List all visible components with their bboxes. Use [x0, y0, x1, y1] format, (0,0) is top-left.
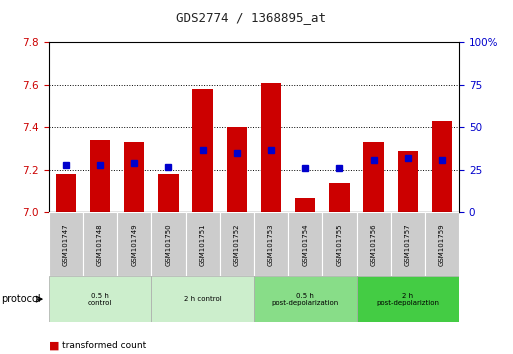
Bar — [363, 142, 384, 212]
Text: 0.5 h
control: 0.5 h control — [88, 293, 112, 306]
Bar — [49, 212, 83, 276]
Bar — [432, 121, 452, 212]
Bar — [220, 212, 254, 276]
Bar — [124, 142, 145, 212]
Text: 0.5 h
post-depolarization: 0.5 h post-depolarization — [271, 293, 339, 306]
Text: GSM101753: GSM101753 — [268, 223, 274, 266]
Bar — [295, 198, 315, 212]
Text: GSM101754: GSM101754 — [302, 223, 308, 266]
Text: GSM101747: GSM101747 — [63, 223, 69, 266]
Text: ■: ■ — [49, 340, 63, 350]
Text: GSM101748: GSM101748 — [97, 223, 103, 266]
Bar — [391, 212, 425, 276]
Bar — [83, 212, 117, 276]
Bar — [227, 127, 247, 212]
Text: GSM101750: GSM101750 — [165, 223, 171, 266]
Bar — [192, 89, 213, 212]
Bar — [90, 140, 110, 212]
Text: GSM101749: GSM101749 — [131, 223, 137, 266]
Bar — [261, 83, 281, 212]
Bar — [49, 276, 151, 322]
Text: GSM101757: GSM101757 — [405, 223, 411, 266]
Bar — [357, 212, 391, 276]
Bar — [151, 276, 254, 322]
Bar — [322, 212, 357, 276]
Bar — [254, 212, 288, 276]
Bar — [254, 276, 357, 322]
Text: GSM101759: GSM101759 — [439, 223, 445, 266]
Text: 2 h
post-depolariztion: 2 h post-depolariztion — [377, 293, 439, 306]
Bar — [425, 212, 459, 276]
Bar — [158, 174, 179, 212]
Bar — [398, 151, 418, 212]
Text: transformed count: transformed count — [62, 341, 146, 350]
Bar — [55, 174, 76, 212]
Text: GSM101752: GSM101752 — [234, 223, 240, 266]
Text: GSM101756: GSM101756 — [370, 223, 377, 266]
Text: GSM101755: GSM101755 — [337, 223, 343, 266]
Text: GSM101751: GSM101751 — [200, 223, 206, 266]
Text: 2 h control: 2 h control — [184, 296, 222, 302]
Bar — [357, 276, 459, 322]
Bar — [151, 212, 186, 276]
Bar — [186, 212, 220, 276]
Text: GDS2774 / 1368895_at: GDS2774 / 1368895_at — [176, 11, 326, 24]
Bar — [117, 212, 151, 276]
Text: protocol: protocol — [2, 294, 41, 304]
Bar — [288, 212, 322, 276]
Bar — [329, 183, 350, 212]
